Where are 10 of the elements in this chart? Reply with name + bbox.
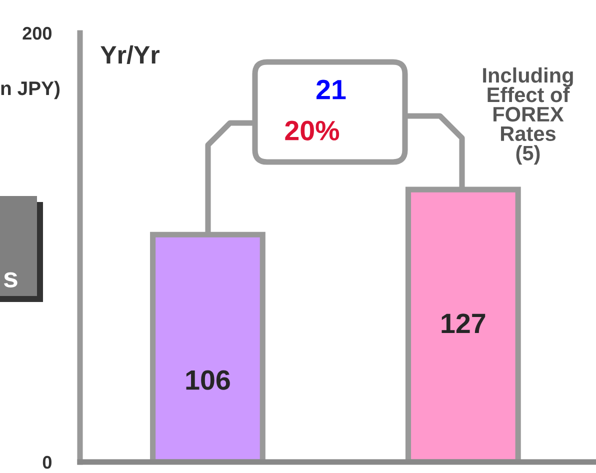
y-axis-title: n JPY) (1, 80, 60, 100)
annotation: 20% (285, 120, 340, 140)
y-tick-label: 0 (42, 456, 52, 469)
annotation: Including Effect of FOREX Rates (5) (483, 67, 573, 165)
annotation: 21 (316, 80, 346, 100)
data-label: 106 (186, 370, 230, 390)
y-tick-label: 200 (22, 26, 52, 40)
data-label: 127 (442, 314, 486, 333)
text: s (4, 272, 18, 288)
annotation: Yr/Yr (100, 45, 160, 64)
